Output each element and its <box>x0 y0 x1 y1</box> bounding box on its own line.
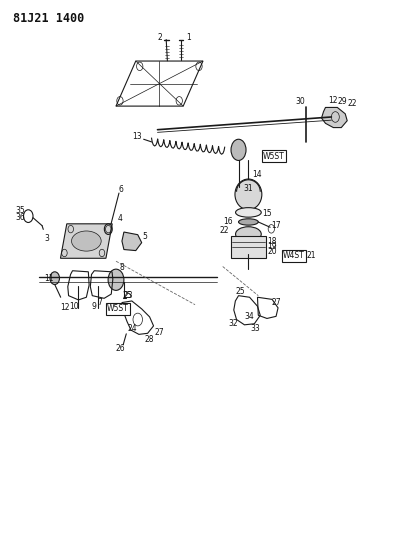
Text: 9: 9 <box>91 302 96 311</box>
Ellipse shape <box>236 208 261 217</box>
Circle shape <box>108 269 124 290</box>
Text: 31: 31 <box>243 183 253 192</box>
Text: 4: 4 <box>118 214 123 223</box>
Text: 20: 20 <box>267 247 277 256</box>
Text: 15: 15 <box>263 209 272 218</box>
Text: 18: 18 <box>267 237 277 246</box>
Text: 81J21 1400: 81J21 1400 <box>13 12 84 26</box>
Text: 3: 3 <box>45 234 49 243</box>
Text: 32: 32 <box>228 319 238 328</box>
Text: 25: 25 <box>236 287 245 296</box>
Text: 10: 10 <box>69 302 78 311</box>
Text: 11: 11 <box>44 273 54 282</box>
Ellipse shape <box>236 227 261 241</box>
Text: 29: 29 <box>337 96 347 106</box>
Polygon shape <box>60 224 112 259</box>
Text: 6: 6 <box>119 185 123 194</box>
Text: 5: 5 <box>142 232 147 241</box>
Text: 36: 36 <box>15 213 25 222</box>
Text: 25: 25 <box>122 291 132 300</box>
Text: 30: 30 <box>296 96 305 106</box>
Text: 27: 27 <box>155 328 164 337</box>
Text: 12: 12 <box>60 303 69 312</box>
Text: 22: 22 <box>347 99 357 108</box>
Ellipse shape <box>72 231 101 251</box>
Text: 1: 1 <box>186 33 191 42</box>
Text: 12: 12 <box>329 95 338 104</box>
Ellipse shape <box>238 219 258 225</box>
Text: W4ST: W4ST <box>283 252 305 261</box>
Text: 28: 28 <box>144 335 154 344</box>
FancyBboxPatch shape <box>231 236 266 258</box>
Text: 16: 16 <box>223 217 233 227</box>
Text: W5ST: W5ST <box>107 304 129 313</box>
Text: 33: 33 <box>251 324 260 333</box>
Polygon shape <box>322 108 347 127</box>
Text: 14: 14 <box>252 169 262 179</box>
Text: W5ST: W5ST <box>263 152 285 161</box>
Polygon shape <box>122 232 142 251</box>
Text: 26: 26 <box>115 344 125 353</box>
Text: 21: 21 <box>306 252 316 261</box>
Text: 8: 8 <box>119 263 124 272</box>
Ellipse shape <box>231 139 246 160</box>
Text: 27: 27 <box>271 297 281 306</box>
Text: 2: 2 <box>158 33 163 42</box>
Text: 23: 23 <box>124 291 133 300</box>
Text: 7: 7 <box>97 298 102 307</box>
Text: 22: 22 <box>220 226 229 235</box>
Circle shape <box>50 272 59 285</box>
Text: 13: 13 <box>132 132 141 141</box>
Text: 19: 19 <box>267 242 277 251</box>
Text: 24: 24 <box>128 324 137 333</box>
Text: 35: 35 <box>15 206 25 215</box>
Text: 34: 34 <box>244 312 254 321</box>
Text: 17: 17 <box>271 221 281 230</box>
Ellipse shape <box>235 179 262 210</box>
